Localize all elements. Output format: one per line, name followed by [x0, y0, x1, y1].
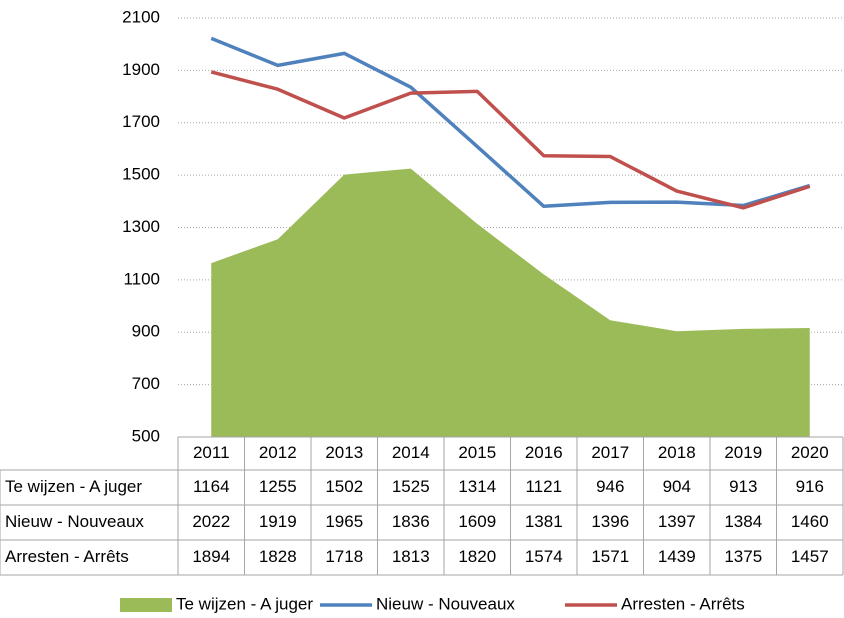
table-cell: 916	[796, 477, 824, 496]
table-cell: 2022	[192, 512, 230, 531]
x-tick-label: 2011	[193, 443, 230, 462]
y-tick-label: 700	[132, 374, 160, 393]
table-cell: 1965	[325, 512, 363, 531]
x-tick-label: 2017	[591, 443, 629, 462]
table-cell: 1397	[658, 512, 696, 531]
table-cell: 1525	[392, 477, 430, 496]
y-tick-label: 900	[132, 322, 160, 341]
table-cell: 1828	[259, 547, 297, 566]
x-tick-label: 2019	[724, 443, 762, 462]
table-cell: 1164	[193, 477, 230, 496]
table-cell: 1502	[325, 477, 363, 496]
table-cell: 1255	[259, 477, 297, 496]
table-cell: 1718	[325, 547, 363, 566]
table-cell: 1457	[791, 547, 829, 566]
table-cell: 1439	[658, 547, 696, 566]
table-row-label: Arresten - Arrêts	[5, 547, 129, 566]
table-cell: 1314	[458, 477, 496, 496]
table-cell: 1820	[458, 547, 496, 566]
table-cell: 1919	[259, 512, 297, 531]
y-tick-label: 500	[132, 426, 160, 445]
x-tick-label: 2020	[791, 443, 829, 462]
table-cell: 1836	[392, 512, 430, 531]
y-tick-label: 1300	[122, 217, 160, 236]
legend-label: Arresten - Arrêts	[621, 594, 745, 613]
table-row-label: Nieuw - Nouveaux	[5, 512, 144, 531]
legend-label: Nieuw - Nouveaux	[376, 594, 515, 613]
legend-label: Te wijzen - A juger	[176, 594, 313, 613]
table-cell: 904	[663, 477, 691, 496]
table-cell: 1813	[392, 547, 430, 566]
table-cell: 1381	[525, 512, 563, 531]
x-tick-label: 2013	[325, 443, 363, 462]
table-cell: 1375	[724, 547, 762, 566]
table-cell: 1460	[791, 512, 829, 531]
line	[210, 70, 811, 210]
y-tick-label: 1700	[122, 112, 160, 131]
y-tick-label: 1900	[122, 60, 160, 79]
table-cell: 1609	[458, 512, 496, 531]
y-tick-label: 1100	[123, 269, 160, 288]
x-tick-label: 2014	[392, 443, 430, 462]
table-row-label: Te wijzen - A juger	[5, 477, 142, 496]
x-tick-label: 2018	[658, 443, 696, 462]
line	[210, 36, 811, 209]
table-cell: 1571	[591, 547, 629, 566]
table-cell: 913	[729, 477, 757, 496]
area	[211, 168, 810, 437]
table-cell: 946	[596, 477, 624, 496]
y-tick-label: 1500	[122, 165, 160, 184]
x-tick-label: 2015	[458, 443, 496, 462]
table-cell: 1396	[591, 512, 629, 531]
table-cell: 1894	[192, 547, 230, 566]
x-tick-label: 2012	[259, 443, 297, 462]
table-cell: 1384	[724, 512, 762, 531]
x-tick-label: 2016	[525, 443, 563, 462]
table-cell: 1121	[525, 477, 562, 496]
table-cell: 1574	[525, 547, 563, 566]
legend-swatch	[120, 598, 172, 612]
y-tick-label: 2100	[122, 7, 160, 26]
